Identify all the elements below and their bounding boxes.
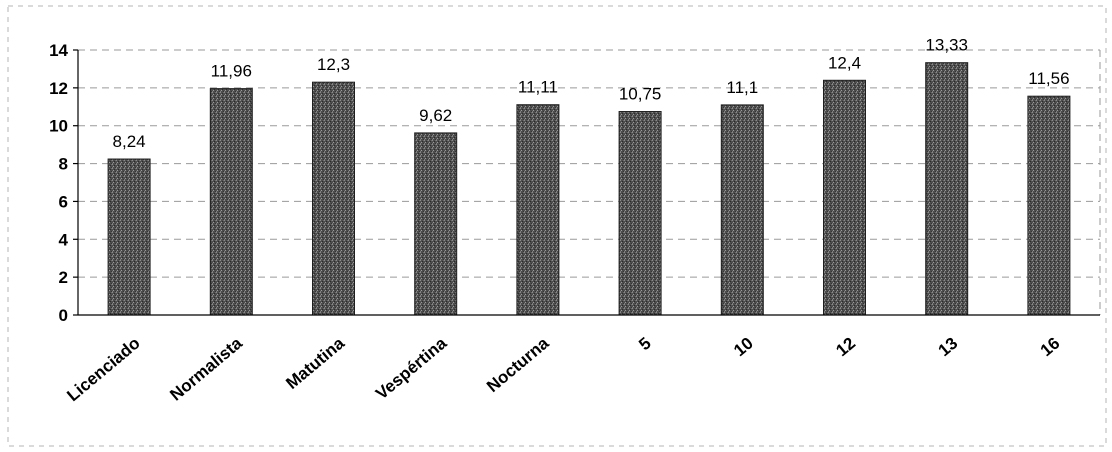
y-tick-label: 8	[59, 155, 68, 174]
bar	[1027, 95, 1071, 316]
category-label: 16	[1037, 334, 1064, 361]
bar	[107, 158, 151, 316]
category-label: Vespértina	[372, 333, 451, 403]
category-label: 5	[635, 334, 654, 355]
category-label: Matutina	[282, 333, 348, 393]
category-label: Nocturna	[483, 333, 553, 396]
data-label: 9,62	[419, 106, 452, 125]
bar	[516, 104, 560, 316]
y-tick-label: 14	[49, 41, 68, 60]
bar	[312, 81, 355, 316]
data-label: 11,96	[211, 62, 252, 81]
bar	[720, 104, 764, 316]
category-label: 10	[730, 334, 757, 361]
category-label: Normalista	[166, 333, 246, 404]
y-tick-label: 0	[59, 306, 68, 325]
category-label: 13	[935, 334, 962, 361]
axes	[73, 49, 1100, 316]
bar	[414, 132, 458, 316]
y-tick-label: 6	[59, 192, 68, 211]
category-label: 12	[832, 334, 859, 361]
y-tick-label: 12	[49, 79, 68, 98]
bar	[925, 62, 969, 316]
data-label: 10,75	[619, 85, 662, 104]
y-tick-label: 4	[59, 230, 69, 249]
bar	[823, 79, 866, 316]
category-label: Licenciado	[63, 334, 143, 406]
data-label: 11,1	[726, 78, 758, 97]
y-tick-label: 2	[59, 268, 68, 287]
data-label: 13,33	[925, 36, 968, 55]
data-label: 12,4	[828, 53, 861, 72]
bar	[618, 111, 662, 316]
data-label: 11,11	[518, 78, 558, 97]
bar	[209, 88, 253, 316]
data-label: 11,56	[1028, 69, 1069, 88]
bars	[107, 62, 1071, 316]
data-label: 12,3	[317, 55, 350, 74]
data-label: 8,24	[113, 132, 146, 151]
y-tick-label: 10	[49, 117, 68, 136]
